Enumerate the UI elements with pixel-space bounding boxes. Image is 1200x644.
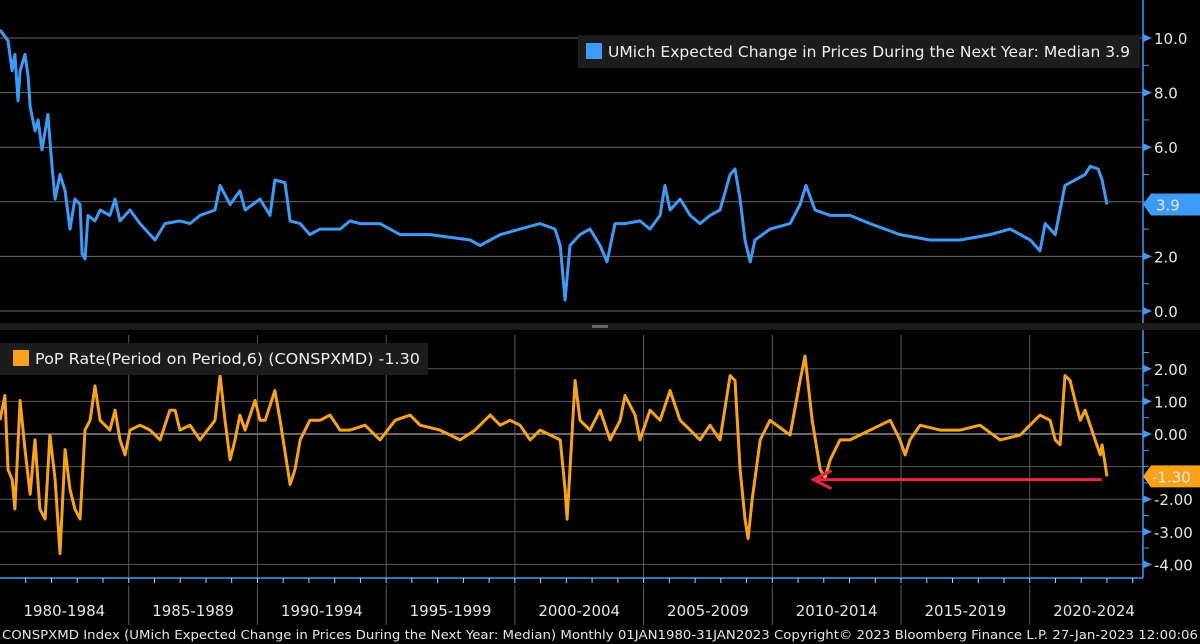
y-tick-marker [1143, 495, 1152, 504]
bottom-last-value-label: -1.30 [1152, 468, 1191, 486]
series-line-pop-rate [0, 354, 1109, 556]
y-tick-label: 1.00 [1154, 393, 1187, 411]
y-tick-marker [1143, 527, 1152, 536]
x-label: 2020-2024 [1053, 602, 1135, 620]
top-last-value-tag: 3.9 [1143, 193, 1200, 216]
y-tick-label: 0.0 [1154, 303, 1178, 321]
bottom-last-value-tag: -1.30 [1143, 465, 1200, 488]
bottom-y-ticks: 2.00 1.00 0.00 -2.00 -3.00 -4.00 [1143, 352, 1193, 574]
top-y-ticks: 10.0 8.0 6.0 2.0 0.0 [1143, 30, 1187, 321]
y-tick-label: 2.0 [1154, 248, 1178, 266]
x-label: 1990-1994 [281, 602, 363, 620]
panel-resize-handle[interactable] [592, 325, 608, 328]
bottom-legend-label: PoP Rate(Period on Period,6) (CONSPXMD) … [35, 350, 420, 368]
top-last-value-label: 3.9 [1156, 197, 1180, 215]
legend-swatch-orange [13, 350, 29, 366]
y-tick-label: 10.0 [1154, 30, 1187, 48]
y-tick-marker [1143, 560, 1152, 569]
y-tick-marker [1143, 34, 1152, 42]
top-panel-grid [0, 37, 1143, 312]
y-tick-label: 2.00 [1154, 361, 1187, 379]
x-label: 1995-1999 [410, 602, 492, 620]
footer-source-text: CONSPXMD Index (UMich Expected Change in… [2, 627, 1198, 642]
y-tick-label: 6.0 [1154, 139, 1178, 157]
x-label: 2015-2019 [924, 602, 1006, 620]
y-tick-label: -3.00 [1154, 524, 1193, 542]
y-tick-marker [1143, 364, 1152, 373]
top-legend-label: UMich Expected Change in Prices During t… [608, 43, 1130, 61]
x-label: 2005-2009 [667, 602, 749, 620]
x-ticks [25, 578, 1134, 583]
y-tick-label: -2.00 [1154, 491, 1193, 509]
y-tick-marker [1143, 430, 1152, 438]
series-line-expected-inflation [0, 28, 1109, 302]
bottom-legend: PoP Rate(Period on Period,6) (CONSPXMD) … [0, 343, 428, 375]
red-arrow-annotation [810, 469, 1102, 490]
x-label: 1985-1989 [152, 602, 234, 620]
x-label: 2000-2004 [538, 602, 620, 620]
top-legend: UMich Expected Change in Prices During t… [578, 35, 1140, 68]
legend-swatch-blue [586, 43, 602, 59]
y-tick-label: 0.00 [1154, 426, 1187, 444]
y-tick-label: 8.0 [1154, 85, 1178, 103]
x-axis-labels: 1980-1984 1985-1989 1990-1994 1995-1999 … [23, 602, 1134, 620]
y-tick-marker [1143, 397, 1152, 406]
arrow-head [810, 469, 833, 490]
y-tick-marker [1143, 88, 1152, 97]
bottom-panel-grid [0, 335, 1143, 625]
y-tick-marker [1143, 143, 1152, 152]
x-label: 2010-2014 [796, 602, 878, 620]
y-tick-marker [1143, 252, 1152, 261]
x-label: 1980-1984 [23, 602, 105, 620]
y-tick-label: -4.00 [1154, 556, 1193, 574]
y-tick-marker [1143, 307, 1152, 315]
